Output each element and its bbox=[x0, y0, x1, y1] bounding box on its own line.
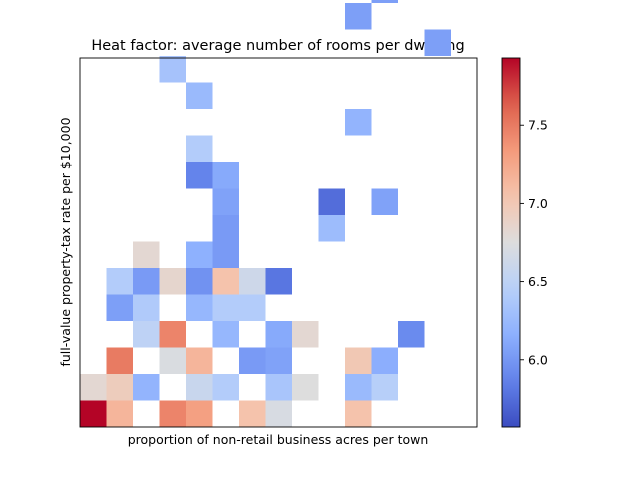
heatmap-cell bbox=[265, 374, 292, 401]
heatmap-cell bbox=[186, 374, 213, 401]
heatmap-cell bbox=[345, 109, 372, 136]
heatmap-cell bbox=[159, 347, 186, 374]
heatmap-cell bbox=[106, 347, 133, 374]
heatmap-cell bbox=[292, 321, 319, 348]
heatmap-cell bbox=[265, 400, 292, 427]
heatmap-cells bbox=[80, 0, 451, 427]
heatmap-cell bbox=[186, 82, 213, 109]
heatmap-cell bbox=[212, 374, 239, 401]
heatmap-cell bbox=[80, 400, 107, 427]
heatmap-cell bbox=[212, 268, 239, 295]
heatmap-cell bbox=[186, 294, 213, 321]
heatmap-cell bbox=[106, 294, 133, 321]
heatmap-cell bbox=[186, 400, 213, 427]
heatmap-cell bbox=[239, 268, 266, 295]
heatmap-cell bbox=[159, 268, 186, 295]
heatmap-cell bbox=[133, 268, 160, 295]
heatmap-cell bbox=[345, 3, 372, 30]
heatmap-cell bbox=[133, 374, 160, 401]
heatmap-cell bbox=[345, 400, 372, 427]
heatmap-cell bbox=[159, 56, 186, 83]
heatmap-cell bbox=[265, 268, 292, 295]
heatmap-cell bbox=[186, 268, 213, 295]
heatmap-cell bbox=[186, 135, 213, 162]
heatmap-cell bbox=[371, 347, 398, 374]
heatmap-cell bbox=[133, 321, 160, 348]
heatmap-cell bbox=[424, 29, 451, 56]
colorbar-ticks: 6.0 6.5 7.0 7.5 bbox=[520, 118, 548, 367]
heatmap-cell bbox=[318, 215, 345, 242]
chart-title: Heat factor: average number of rooms per… bbox=[91, 38, 464, 54]
heatmap-cell bbox=[212, 188, 239, 215]
heatmap-cell bbox=[212, 162, 239, 189]
colorbar-tick-label: 6.0 bbox=[528, 352, 548, 367]
heatmap-cell bbox=[159, 400, 186, 427]
heatmap-cell bbox=[239, 347, 266, 374]
heatmap-cell bbox=[186, 347, 213, 374]
y-axis-label: full-value property-tax rate per $10,000 bbox=[58, 117, 73, 366]
heatmap-cell bbox=[133, 294, 160, 321]
heatmap-cell bbox=[212, 321, 239, 348]
heatmap-cell bbox=[80, 374, 107, 401]
heatmap-cell bbox=[318, 188, 345, 215]
colorbar-tick-label: 7.0 bbox=[528, 196, 548, 211]
heatmap-cell bbox=[345, 347, 372, 374]
heatmap-cell bbox=[186, 241, 213, 268]
heatmap-cell bbox=[345, 374, 372, 401]
heatmap-cell bbox=[212, 241, 239, 268]
colorbar bbox=[501, 57, 521, 428]
heatmap-cell bbox=[159, 321, 186, 348]
heatmap-cell bbox=[212, 294, 239, 321]
colorbar-tick-label: 6.5 bbox=[528, 274, 548, 289]
x-axis-label: proportion of non-retail business acres … bbox=[128, 432, 429, 447]
heatmap-cell bbox=[212, 215, 239, 242]
heatmap-cell bbox=[398, 321, 425, 348]
plot-frame bbox=[79, 57, 478, 428]
heatmap-cell bbox=[371, 374, 398, 401]
heatmap-cell bbox=[186, 162, 213, 189]
heatmap-cell bbox=[133, 241, 160, 268]
heatmap-cell bbox=[371, 0, 398, 3]
heatmap-cell bbox=[265, 321, 292, 348]
heatmap-cell bbox=[371, 188, 398, 215]
heatmap-cell bbox=[292, 374, 319, 401]
heatmap-cell bbox=[239, 400, 266, 427]
heatmap-cell bbox=[106, 400, 133, 427]
heatmap-cell bbox=[239, 294, 266, 321]
heatmap-cell bbox=[106, 268, 133, 295]
colorbar-tick-label: 7.5 bbox=[528, 118, 548, 133]
heatmap-cell bbox=[265, 347, 292, 374]
heatmap-cell bbox=[106, 374, 133, 401]
